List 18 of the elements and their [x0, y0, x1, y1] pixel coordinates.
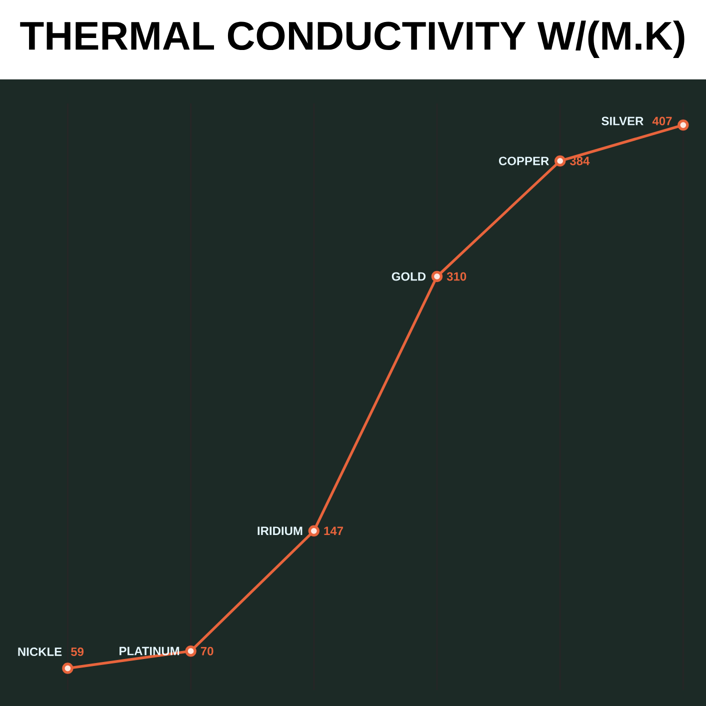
annotation: SILVER: [602, 116, 644, 126]
annotation: IRIDIUM: [258, 526, 302, 536]
data-label: 407: [652, 116, 672, 126]
point: [431, 270, 443, 282]
chart-title: THERMAL CONDUCTIVITY W/(M.K): [20, 20, 684, 58]
annotation: COPPER: [498, 156, 549, 166]
data-label: 310: [446, 272, 466, 281]
annotation: PLATINUM: [120, 646, 180, 656]
data-label: 147: [324, 526, 343, 536]
annotation: GOLD: [392, 272, 426, 281]
point: [62, 662, 74, 674]
point: [554, 155, 566, 167]
data-label: 70: [200, 646, 214, 656]
data-label: 59: [71, 648, 84, 656]
point: [678, 119, 689, 131]
point: [185, 646, 196, 657]
point: [308, 525, 320, 537]
annotation: NICKLE: [18, 648, 62, 656]
